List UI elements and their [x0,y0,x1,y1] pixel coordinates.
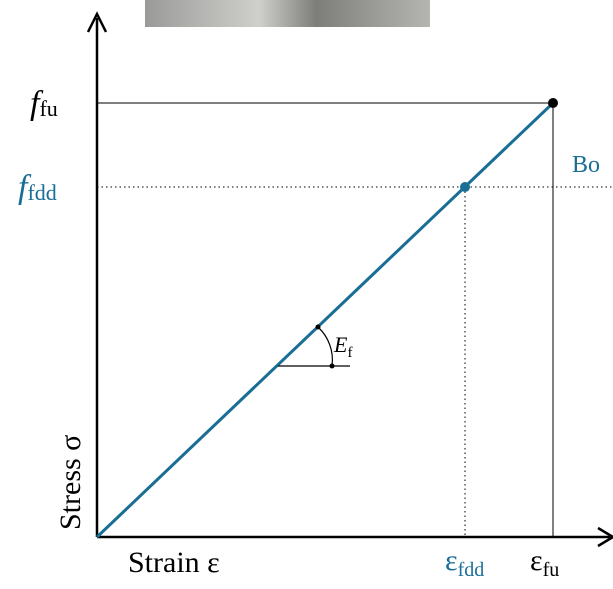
modulus-label: Ef [333,332,352,361]
arc-end [315,324,321,330]
x-axis-label: Strain ε [128,546,220,579]
y-axis-label: Stress σ [54,435,87,530]
photo-strip [145,0,430,27]
x-arrow [597,526,613,548]
eps-fu-label: εfu [530,544,559,581]
slope-arc [317,326,333,367]
arc-end [329,363,335,369]
stress-strain-line [95,101,555,539]
y-arrow [86,11,108,33]
side-note: Bo [572,152,600,178]
eps-fdd-label: εfdd [445,544,484,581]
f-fdd-label: ffdd [18,169,57,206]
debonding-point [460,182,470,192]
rupture-point [548,98,558,108]
f-fu-label: ffu [30,85,58,122]
